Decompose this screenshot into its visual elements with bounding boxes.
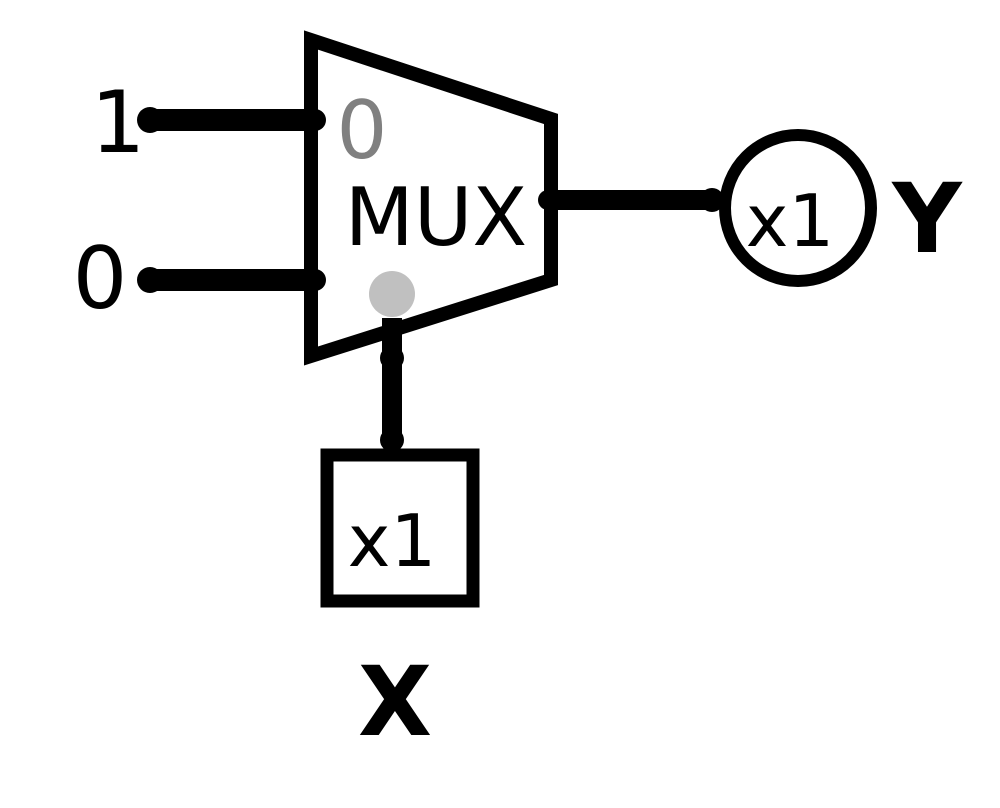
mux-port-zero-label: 0 bbox=[337, 84, 388, 177]
input-pin-name: X bbox=[358, 646, 432, 758]
wire-output bbox=[538, 188, 724, 212]
mux-body[interactable] bbox=[304, 30, 558, 366]
wire-const-zero bbox=[137, 267, 326, 293]
input-pin-x[interactable]: x1 bbox=[320, 448, 480, 608]
constant-one-label: 1 bbox=[91, 73, 146, 173]
constant-zero-label: 0 bbox=[73, 229, 128, 329]
wire-const-one bbox=[137, 107, 326, 133]
output-pin-name: Y bbox=[891, 163, 963, 275]
input-pin-value: x1 bbox=[348, 499, 436, 583]
mux-select-dot bbox=[369, 271, 415, 317]
output-pin-value: x1 bbox=[746, 179, 834, 263]
wire-select bbox=[380, 318, 404, 452]
output-pin-y[interactable]: x1 bbox=[719, 129, 877, 287]
mux-label: MUX bbox=[345, 171, 527, 264]
